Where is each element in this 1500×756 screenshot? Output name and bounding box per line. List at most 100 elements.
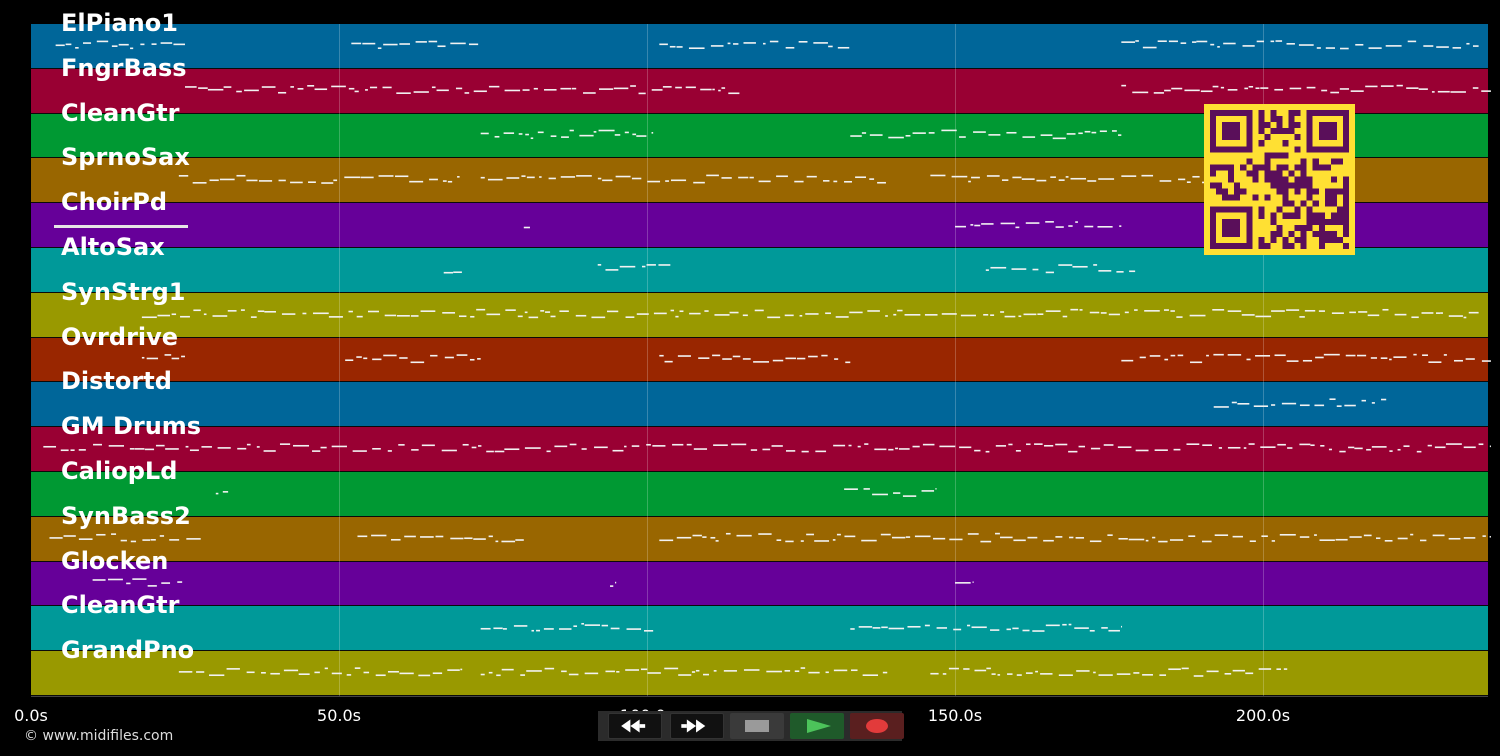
note-mark	[387, 670, 399, 673]
track-lane[interactable]	[31, 248, 1488, 292]
note-mark	[1145, 539, 1149, 542]
note-mark	[1358, 311, 1368, 313]
note-mark	[539, 176, 542, 178]
note-mark	[928, 132, 935, 134]
note-mark	[828, 45, 833, 48]
note-mark	[1422, 354, 1428, 356]
note-mark	[904, 314, 921, 316]
note-mark	[825, 312, 831, 315]
note-mark	[695, 669, 700, 672]
note-mark	[1328, 448, 1332, 451]
note-mark	[808, 671, 820, 674]
note-mark	[1463, 537, 1476, 539]
note-mark	[594, 446, 608, 449]
track-label[interactable]: CaliopLd	[61, 457, 178, 485]
track-label[interactable]: AltoSax	[61, 233, 165, 261]
note-mark	[1232, 669, 1245, 672]
track-label[interactable]: Ovrdrive	[61, 322, 179, 351]
note-mark	[1189, 314, 1206, 317]
track-label[interactable]: SynBass2	[61, 501, 191, 530]
note-mark	[410, 361, 425, 364]
record-icon	[866, 719, 888, 733]
note-mark	[1176, 316, 1183, 318]
note-mark	[150, 539, 156, 541]
track-label[interactable]: ChoirPd	[61, 188, 168, 217]
note-mark	[750, 449, 758, 451]
note-mark	[584, 672, 599, 675]
note-mark	[1128, 538, 1145, 541]
track-lane[interactable]	[31, 472, 1488, 516]
track-label[interactable]: ElPiano1	[61, 9, 178, 37]
note-mark	[460, 668, 463, 671]
note-mark	[664, 667, 679, 670]
track-label[interactable]: SynStrg1	[61, 277, 186, 306]
note-mark	[630, 85, 636, 87]
note-mark	[844, 488, 858, 490]
note-mark	[1315, 356, 1324, 359]
note-mark	[464, 92, 470, 94]
note-mark	[693, 181, 705, 184]
track-label[interactable]: SprnoSax	[61, 143, 190, 172]
track-lane[interactable]	[31, 561, 1488, 606]
note-mark	[314, 88, 328, 91]
note-mark	[217, 447, 231, 449]
note-mark	[861, 539, 877, 542]
track-label[interactable]: CleanGtr	[61, 98, 180, 127]
note-mark	[930, 174, 946, 177]
note-mark	[922, 443, 935, 446]
qr-code[interactable]	[1204, 104, 1355, 255]
track-label[interactable]: CleanGtr	[61, 591, 180, 620]
track-label[interactable]: GM Drums	[61, 412, 202, 441]
record-button[interactable]	[850, 713, 904, 739]
track-lane[interactable]	[31, 516, 1488, 561]
note-mark	[430, 354, 438, 357]
rewind-button[interactable]	[608, 713, 662, 739]
note-mark	[632, 133, 637, 136]
track-lane[interactable]	[31, 337, 1488, 382]
note-mark	[378, 175, 394, 177]
track-label[interactable]: Glocken	[61, 546, 169, 575]
note-mark	[867, 310, 880, 312]
note-mark	[1389, 358, 1392, 361]
note-mark	[722, 358, 732, 360]
note-mark	[616, 671, 620, 673]
note-mark	[1375, 537, 1381, 540]
note-mark	[1350, 90, 1364, 92]
note-mark	[892, 536, 906, 539]
note-mark	[257, 310, 265, 313]
note-mark	[948, 667, 959, 670]
note-mark	[488, 85, 500, 88]
note-mark	[1248, 85, 1254, 88]
note-mark	[1434, 446, 1446, 449]
track-lane[interactable]	[31, 606, 1488, 651]
note-mark	[1318, 310, 1325, 312]
note-mark	[1331, 312, 1344, 314]
note-mark	[450, 537, 464, 540]
track-label[interactable]: FngrBass	[61, 53, 187, 82]
fast-forward-button[interactable]	[670, 713, 724, 739]
note-mark	[171, 313, 177, 316]
note-mark	[1193, 675, 1204, 677]
note-mark	[362, 42, 376, 45]
stop-button[interactable]	[730, 713, 784, 739]
note-mark	[1339, 88, 1350, 90]
note-mark	[897, 309, 903, 312]
track-lane[interactable]	[31, 427, 1488, 471]
note-mark	[1099, 130, 1107, 133]
track-label[interactable]: Distortd	[61, 367, 172, 396]
note-mark	[404, 535, 416, 538]
note-mark	[55, 44, 65, 47]
note-mark	[718, 89, 721, 92]
track-label[interactable]: GrandPno	[61, 636, 195, 665]
note-mark	[675, 315, 679, 318]
note-mark	[377, 47, 382, 50]
note-mark	[924, 624, 930, 627]
play-button[interactable]	[790, 713, 844, 739]
note-mark	[615, 175, 631, 178]
note-mark	[1093, 671, 1096, 674]
note-mark	[1482, 535, 1486, 537]
note-mark	[320, 446, 327, 449]
note-mark	[1006, 131, 1017, 134]
note-mark	[450, 42, 466, 45]
